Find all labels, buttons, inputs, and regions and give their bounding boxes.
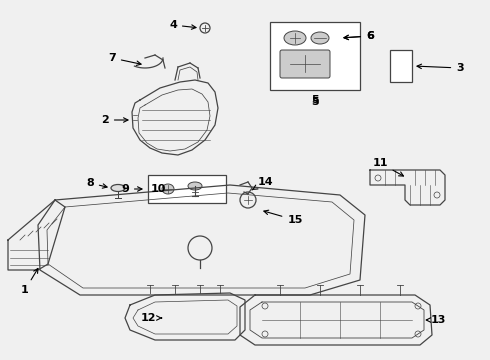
Text: 9: 9 <box>121 184 142 194</box>
Ellipse shape <box>311 32 329 44</box>
Text: 6: 6 <box>344 31 374 41</box>
Ellipse shape <box>188 182 202 190</box>
Ellipse shape <box>284 31 306 45</box>
Bar <box>270 22 360 90</box>
Ellipse shape <box>111 184 125 192</box>
Text: 7: 7 <box>108 53 141 66</box>
Text: 12: 12 <box>140 313 162 323</box>
Bar <box>390 50 412 82</box>
Text: 13: 13 <box>426 315 446 325</box>
Text: 4: 4 <box>169 20 196 30</box>
Text: 14: 14 <box>252 177 273 190</box>
Ellipse shape <box>162 184 174 194</box>
Text: 15: 15 <box>264 210 303 225</box>
Text: 10: 10 <box>150 184 166 194</box>
Text: 5: 5 <box>311 97 319 107</box>
Text: 2: 2 <box>101 115 128 125</box>
Text: 11: 11 <box>372 158 403 176</box>
Text: 1: 1 <box>21 269 38 295</box>
Text: 8: 8 <box>86 178 107 188</box>
Text: 6: 6 <box>344 31 374 41</box>
Text: 3: 3 <box>417 63 464 73</box>
Bar <box>148 175 226 203</box>
FancyBboxPatch shape <box>280 50 330 78</box>
Text: 5: 5 <box>311 95 319 105</box>
